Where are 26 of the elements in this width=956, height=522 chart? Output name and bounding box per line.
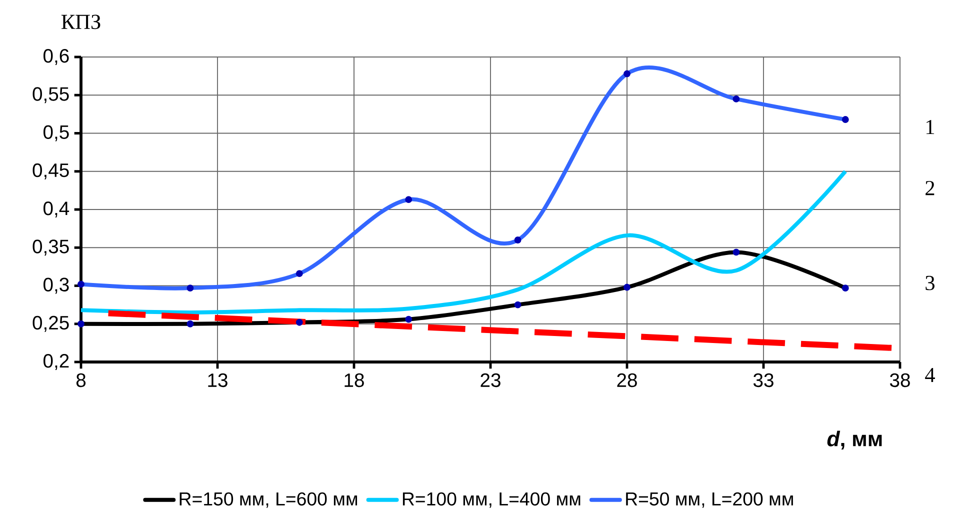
y-axis-title: КПЗ — [61, 14, 100, 30]
x-tick-label: 13 — [208, 373, 228, 388]
text: 3 — [926, 276, 934, 290]
y-tick-label: 0,6 — [44, 49, 69, 65]
text: 2 — [926, 180, 934, 196]
text: 1 — [926, 120, 934, 134]
line-series — [79, 169, 848, 314]
y-tick-label: 0,35 — [32, 240, 69, 256]
y-tick-label: 0,5 — [44, 125, 69, 142]
x-tick-label: 28 — [617, 373, 637, 388]
y-tick-label: 0,3 — [44, 278, 69, 294]
x-tick-label: 33 — [753, 373, 774, 388]
x-tick-label: 23 — [480, 373, 500, 388]
x-tick-label: 8 — [76, 373, 86, 388]
y-tick-label: 0,45 — [32, 163, 69, 180]
y-tick-label: 0,2 — [44, 354, 69, 370]
y-tick-label: 0,25 — [32, 316, 69, 332]
y-tick-label: 0,4 — [44, 202, 70, 218]
legend-label: R=150 мм, L=600 мм — [180, 492, 358, 508]
y-tick-label: 0,55 — [32, 87, 69, 104]
x-tick-label: 18 — [344, 373, 364, 388]
x-tick-label: 38 — [890, 373, 910, 388]
legend-label: R=100 мм, L=400 мм — [402, 492, 580, 508]
text: 4 — [925, 368, 935, 382]
x-axis-title: d, мм — [827, 430, 882, 450]
legend-label: R=50 мм, L=200 мм — [626, 492, 793, 508]
